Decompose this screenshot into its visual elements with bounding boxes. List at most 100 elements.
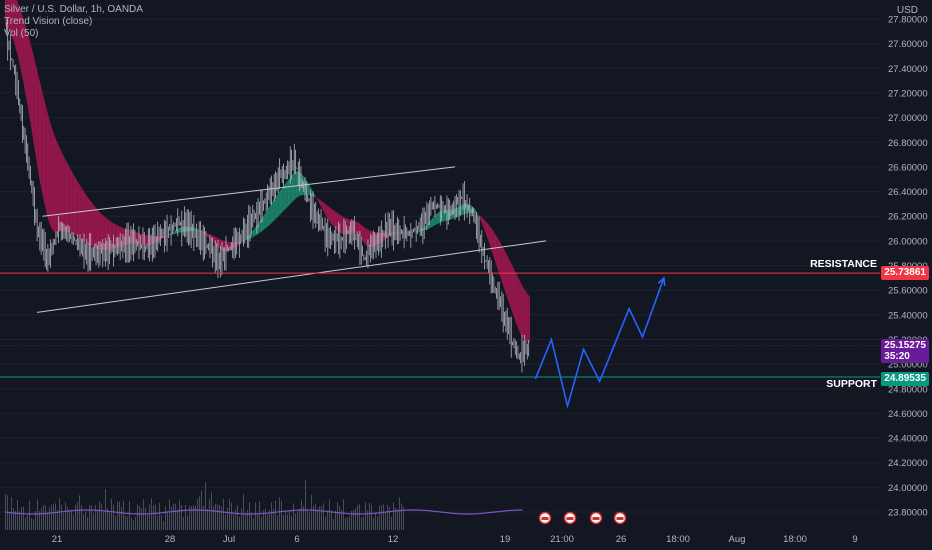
volume-bar bbox=[261, 516, 262, 530]
ribbon-segment bbox=[99, 211, 101, 250]
volume-bar bbox=[131, 517, 132, 530]
volume-bar bbox=[135, 516, 136, 530]
ribbon-segment bbox=[341, 215, 343, 235]
ribbon-segment bbox=[145, 234, 147, 245]
ribbon-segment bbox=[29, 38, 31, 124]
volume-bar bbox=[223, 498, 224, 530]
volume-bar bbox=[185, 504, 186, 530]
volume-bar bbox=[63, 512, 64, 530]
ribbon-segment bbox=[17, 0, 19, 59]
ribbon-segment bbox=[495, 233, 497, 266]
ribbon-segment bbox=[60, 148, 62, 232]
volume-bar bbox=[315, 503, 316, 530]
ribbon-segment bbox=[287, 179, 290, 207]
volume-bar bbox=[213, 506, 214, 530]
volume-bar bbox=[241, 508, 242, 530]
volume-bar bbox=[195, 505, 196, 530]
event-markers[interactable] bbox=[538, 511, 627, 525]
ribbon-segment bbox=[480, 216, 482, 223]
ribbon-segment bbox=[85, 194, 88, 244]
ribbon-segment bbox=[435, 213, 438, 225]
ribbon-segment bbox=[274, 197, 276, 221]
volume-bar bbox=[273, 508, 274, 530]
ribbon-segment bbox=[50, 124, 53, 230]
ribbon-segment bbox=[321, 200, 323, 210]
volume-bar bbox=[175, 504, 176, 530]
volume-bar bbox=[43, 504, 44, 530]
ribbon-segment bbox=[489, 225, 491, 249]
ribbon-segment bbox=[507, 255, 509, 302]
ribbon-segment bbox=[328, 205, 330, 222]
y-tick-label: 24.40000 bbox=[888, 434, 928, 445]
ribbon-segment bbox=[61, 151, 63, 232]
volume-bar bbox=[355, 508, 356, 530]
ribbon-segment bbox=[54, 136, 57, 233]
volume-ma-line bbox=[4, 509, 523, 515]
ribbon-segment bbox=[414, 231, 416, 233]
ribbon-segment bbox=[272, 199, 275, 222]
ribbon-segment bbox=[11, 0, 14, 40]
volume-bar bbox=[165, 506, 166, 530]
resistance-price-tag: 25.73861 bbox=[881, 266, 929, 280]
ribbon-segment bbox=[363, 226, 365, 244]
ribbon-segment bbox=[293, 172, 295, 202]
ribbon-segment bbox=[267, 207, 269, 227]
ribbon-segment bbox=[322, 201, 325, 213]
ribbon-segment bbox=[306, 180, 308, 195]
volume-bar bbox=[127, 516, 128, 530]
ribbon-segment bbox=[490, 227, 493, 253]
ribbon-segment bbox=[213, 235, 215, 245]
ribbon-segment bbox=[40, 82, 42, 189]
x-tick-label: Aug bbox=[729, 534, 746, 545]
volume-bar bbox=[237, 505, 238, 530]
ribbon-segment bbox=[180, 227, 182, 233]
volume-bar bbox=[357, 504, 358, 530]
volume-bar bbox=[311, 494, 312, 530]
ribbon-segment bbox=[42, 93, 45, 202]
ribbon-segment bbox=[178, 227, 180, 233]
volume-bar bbox=[377, 516, 378, 530]
ribbon-segment bbox=[34, 59, 36, 158]
ribbon-segment bbox=[520, 282, 522, 337]
x-tick-label: 9 bbox=[852, 534, 857, 545]
ribbon-segment bbox=[357, 222, 360, 236]
ribbon-segment bbox=[325, 203, 327, 217]
ribbon-segment bbox=[310, 187, 312, 196]
volume-bar bbox=[93, 513, 94, 530]
ribbon-segment bbox=[83, 190, 85, 243]
volume-bar bbox=[339, 506, 340, 530]
ribbon-segment bbox=[103, 215, 105, 250]
volume-bar bbox=[259, 501, 260, 530]
volume-bar bbox=[163, 521, 164, 530]
ribbon-segment bbox=[76, 179, 78, 238]
ribbon-segment bbox=[524, 289, 526, 341]
level-lines[interactable] bbox=[0, 272, 880, 378]
ribbon-segment bbox=[317, 198, 319, 203]
x-axis[interactable]: 21 28 Jul 6 12 19 21:00 26 18:00 Aug 18:00 9 bbox=[52, 534, 858, 545]
volume-bar bbox=[9, 513, 10, 530]
ribbon-segment bbox=[521, 284, 524, 339]
x-tick-label: 21:00 bbox=[550, 534, 574, 545]
volume-bar bbox=[77, 502, 78, 530]
channel-lines[interactable] bbox=[37, 166, 547, 313]
ribbon-segment bbox=[58, 145, 61, 232]
flag-icon bbox=[566, 517, 574, 520]
ribbon-segment bbox=[49, 119, 51, 227]
y-tick-label: 24.80000 bbox=[888, 384, 928, 395]
ribbon-segment bbox=[84, 192, 86, 243]
volume-bar bbox=[179, 499, 180, 530]
ribbon-segment bbox=[70, 169, 73, 234]
ribbon-segment bbox=[527, 293, 529, 343]
volume-bar bbox=[31, 517, 32, 530]
ribbon-segment bbox=[252, 228, 255, 238]
projection-path[interactable] bbox=[534, 276, 666, 410]
ribbon-segment bbox=[56, 139, 58, 233]
volume-bar bbox=[105, 489, 106, 530]
volume-bar bbox=[59, 498, 60, 530]
flag-icon bbox=[616, 517, 624, 520]
volume-bar bbox=[263, 510, 264, 530]
x-tick-label: 12 bbox=[388, 534, 399, 545]
volume-bar bbox=[367, 510, 368, 530]
y-tick-label: 26.20000 bbox=[888, 212, 928, 223]
